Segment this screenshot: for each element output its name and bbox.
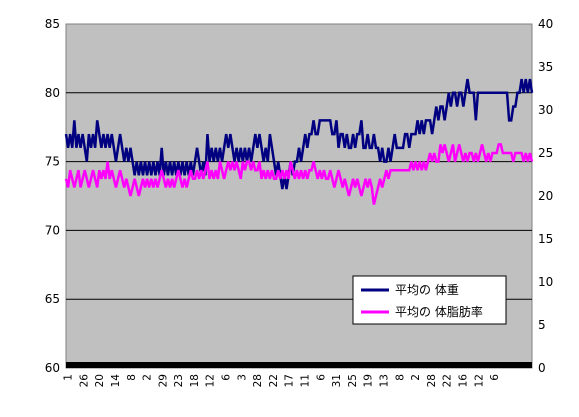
x-tick-label: 3	[236, 374, 248, 381]
x-tick-label: 16	[457, 374, 469, 388]
series-layer	[64, 78, 534, 205]
right-tick-label: 40	[538, 17, 553, 31]
legend: 平均の 体重 平均の 体脂肪率	[352, 275, 507, 325]
right-axis-ticks: 0 5 10 15 20 25 30 35 40	[538, 17, 553, 375]
x-tick-label: 6	[315, 374, 327, 381]
right-tick-label: 20	[538, 189, 553, 203]
x-tick-label: 26	[78, 374, 90, 388]
x-tick-label: 8	[126, 374, 138, 381]
x-tick-label: 8	[394, 374, 406, 381]
x-tick-label: 2	[410, 374, 422, 381]
right-tick-label: 15	[538, 232, 553, 246]
x-axis-tick-labels: 1 26 20 14 8 2 29 23 18 12 6 3 28 22 17 11 6 31 25 19 13 8 2 28…	[63, 374, 502, 388]
legend-box	[352, 275, 507, 325]
x-tick-label: 29	[157, 374, 169, 387]
left-axis-ticks: 60 65 70 75 80 85	[45, 17, 60, 375]
right-tick-label: 10	[538, 275, 553, 289]
series-line-0	[64, 78, 534, 190]
x-tick-label: 12	[473, 374, 485, 387]
x-tick-label: 23	[173, 374, 185, 387]
right-tick-label: 5	[538, 318, 546, 332]
right-tick-label: 35	[538, 60, 553, 74]
left-tick-label: 60	[45, 361, 60, 375]
left-tick-label: 80	[45, 86, 60, 100]
x-tick-label: 18	[189, 374, 201, 387]
x-tick-label: 17	[284, 374, 296, 387]
x-tick-label: 31	[331, 374, 343, 387]
x-tick-label: 25	[347, 374, 359, 387]
x-tick-label: 28	[252, 374, 264, 387]
legend-label-bodyfat: 平均の 体脂肪率	[395, 304, 483, 319]
x-tick-label: 12	[205, 374, 217, 387]
x-tick-label: 13	[379, 374, 391, 387]
x-tick-label: 22	[268, 374, 280, 387]
x-tick-label: 22	[442, 374, 454, 387]
x-tick-label: 11	[300, 374, 312, 387]
x-tick-label: 2	[142, 374, 154, 381]
x-tick-label: 1	[63, 374, 75, 381]
x-tick-label: 6	[221, 374, 233, 381]
left-tick-label: 75	[45, 155, 60, 169]
x-axis-bar	[66, 362, 532, 368]
right-tick-label: 30	[538, 103, 553, 117]
x-tick-label: 28	[426, 374, 438, 387]
series-line-1	[64, 143, 534, 205]
x-tick-label: 6	[489, 374, 501, 381]
left-tick-label: 70	[45, 223, 60, 237]
x-tick-label: 14	[110, 374, 122, 388]
right-tick-label: 0	[538, 361, 546, 375]
left-tick-label: 65	[45, 292, 60, 306]
x-tick-label: 19	[363, 374, 375, 387]
left-tick-label: 85	[45, 17, 60, 31]
x-tick-label: 20	[94, 374, 106, 387]
legend-label-weight: 平均の 体重	[395, 283, 459, 297]
right-tick-label: 25	[538, 146, 553, 160]
